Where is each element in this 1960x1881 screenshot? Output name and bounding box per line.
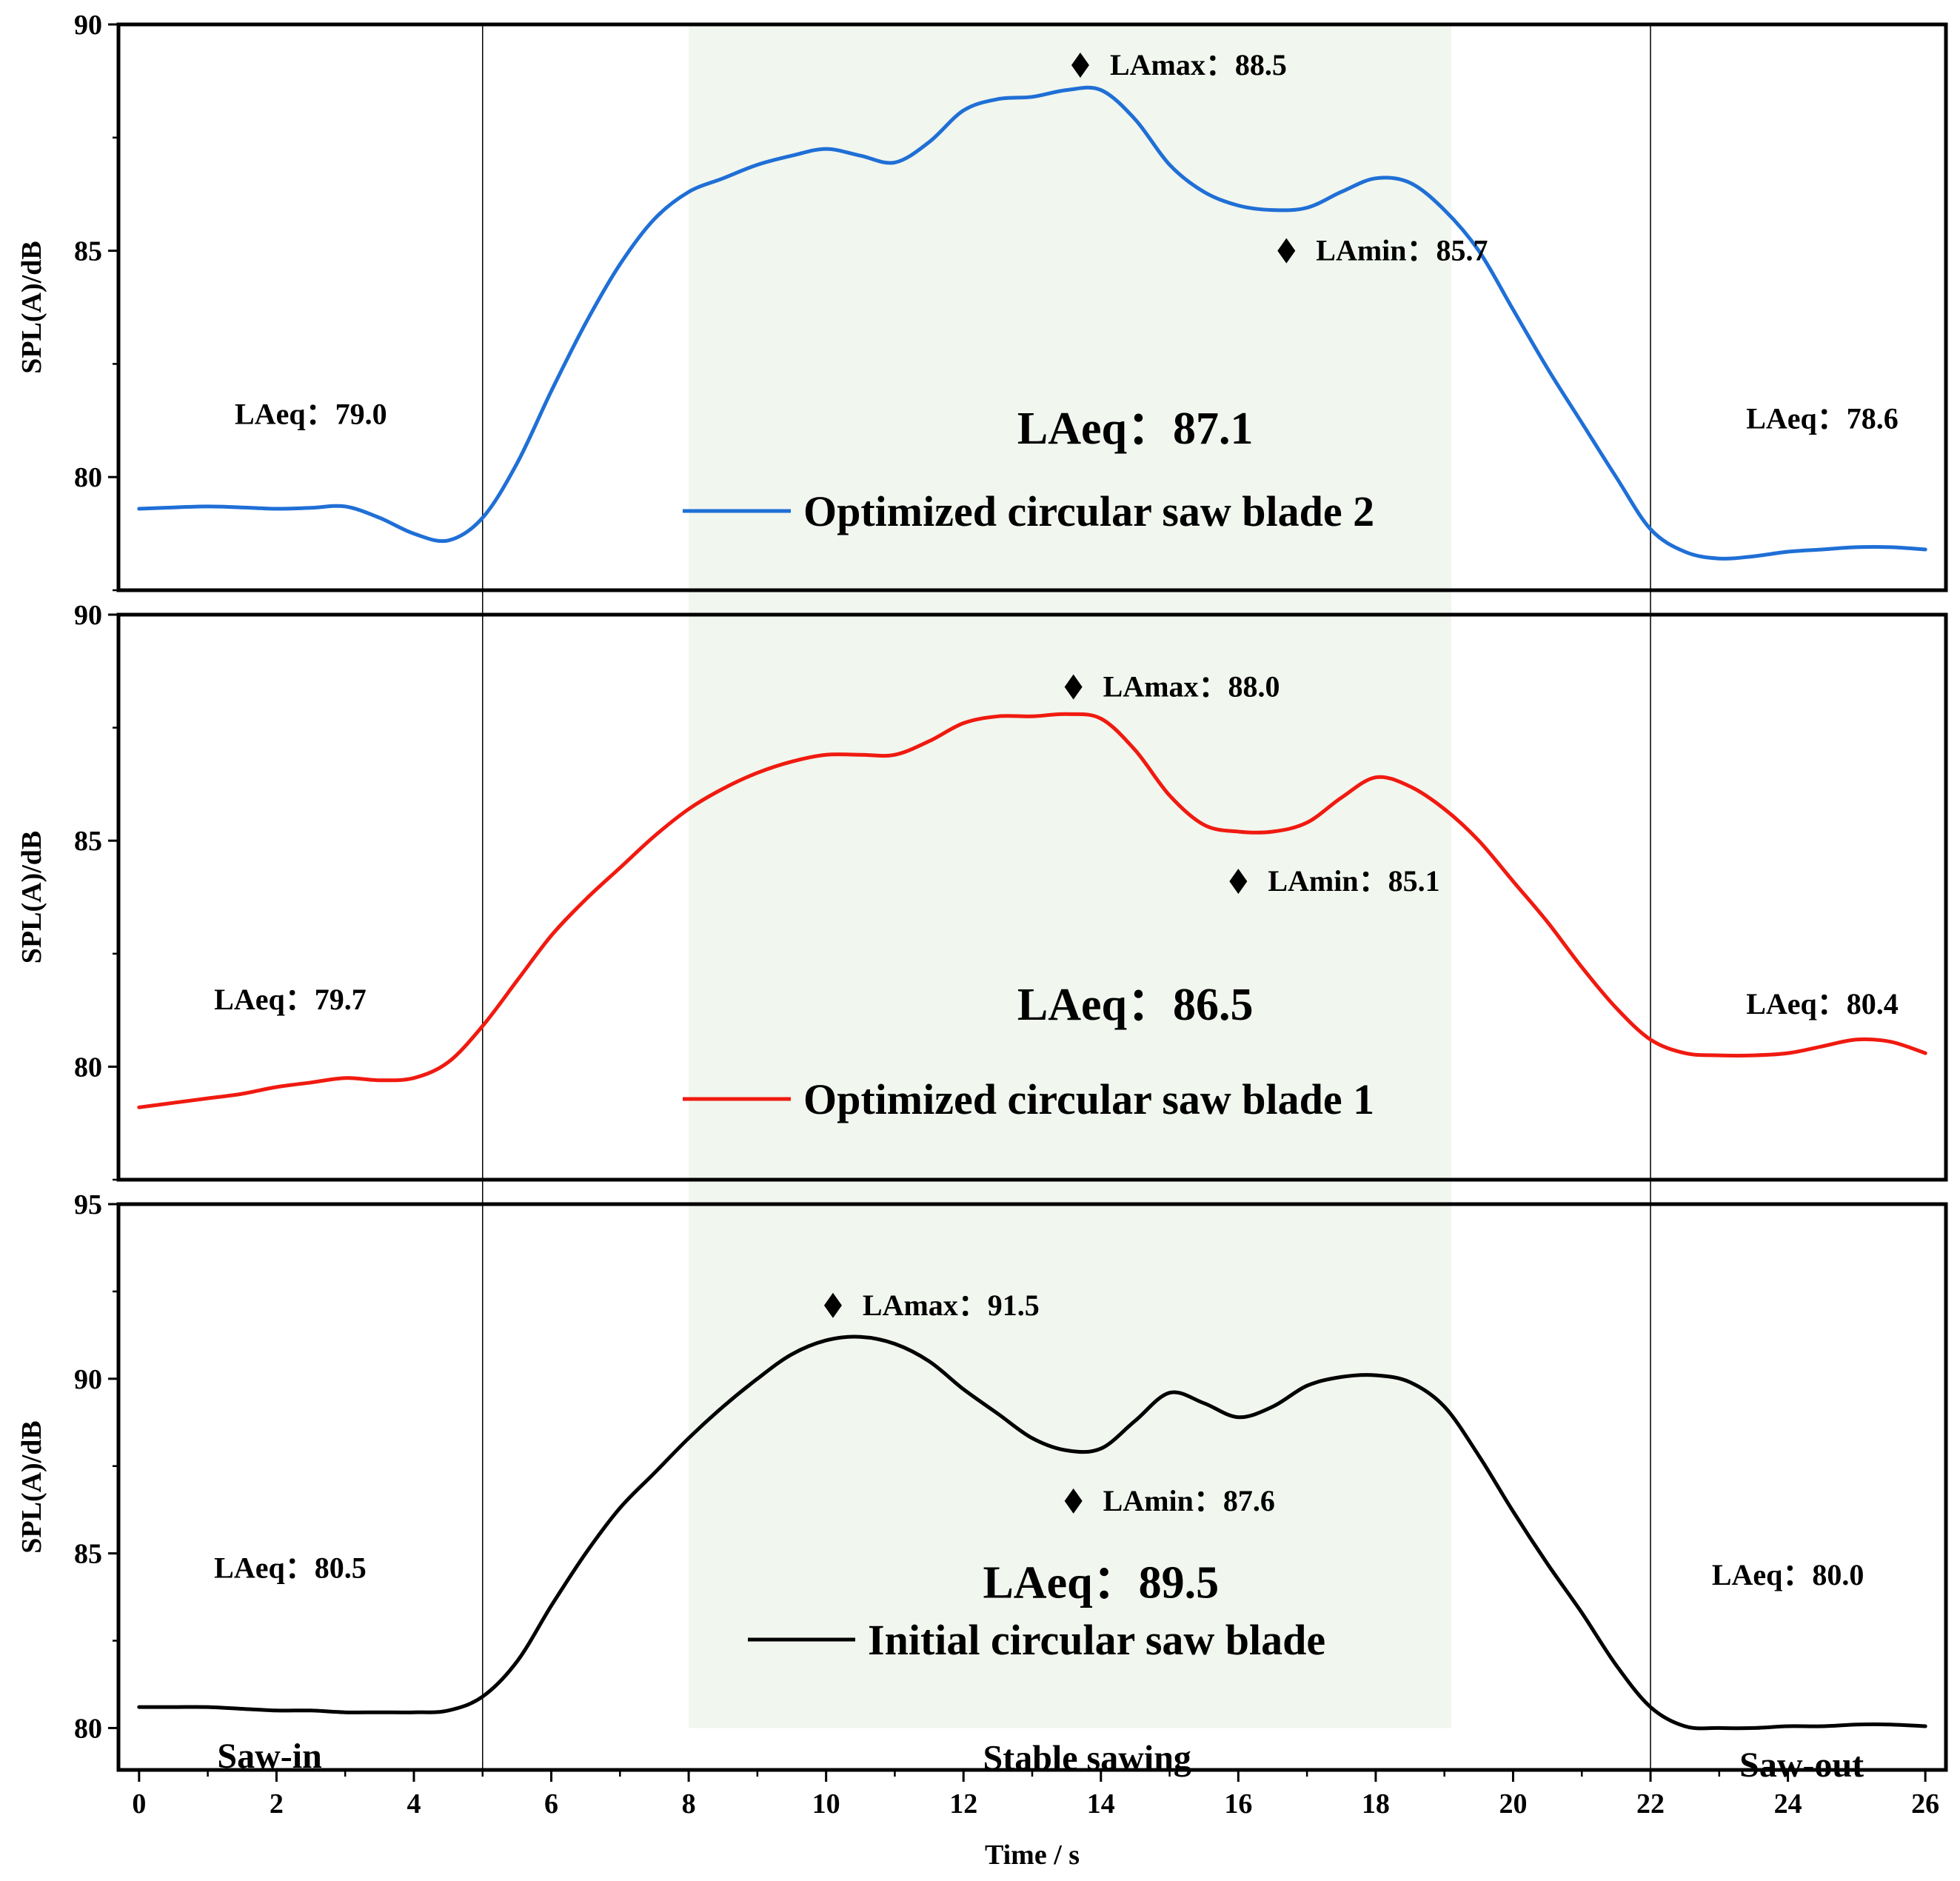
x-tick-label: 14: [1087, 1788, 1115, 1820]
lamax-marker: [1071, 53, 1089, 78]
panel-frame: [116, 22, 1948, 592]
stable-sawing-region: [689, 24, 1451, 1728]
x-axis-title: Time / s: [985, 1840, 1080, 1871]
laeq-stable-label: LAeq：89.5: [983, 1557, 1219, 1608]
laeq-saw-in-label: LAeq：80.5: [214, 1551, 367, 1584]
panel-1: 80 85 90 SPL(A)/dB LAmax：88.5 LAmin：85.7 LAeq：…: [16, 10, 1948, 592]
phase-label-2: Saw-out: [1739, 1745, 1864, 1785]
lamin-marker: [1229, 869, 1248, 895]
panel-frame: [116, 612, 1948, 1182]
lamax-label: LAmax：91.5: [863, 1289, 1040, 1322]
x-tick-label: 4: [407, 1788, 421, 1820]
lamin-marker: [1277, 238, 1296, 264]
y-axis-title: SPL(A)/dB: [16, 1420, 47, 1553]
series-line: [137, 85, 1927, 561]
lamin-label: LAmin：85.7: [1316, 234, 1488, 267]
laeq-stable-label: LAeq：86.5: [1017, 980, 1254, 1030]
y-tick-label: 90: [74, 600, 102, 631]
laeq-stable-label: LAeq：87.1: [1017, 404, 1254, 454]
laeq-saw-out-label: LAeq：80.4: [1746, 987, 1899, 1020]
legend-label: Optimized circular saw blade 1: [803, 1075, 1374, 1123]
series-line: [137, 1334, 1927, 1731]
x-tick-label: 10: [812, 1788, 840, 1820]
x-tick-label: 26: [1911, 1788, 1939, 1820]
y-tick-label: 95: [74, 1189, 102, 1220]
legend-label: Optimized circular saw blade 2: [803, 487, 1374, 535]
laeq-saw-in-label: LAeq：79.0: [235, 398, 387, 431]
lamin-label: LAmin：87.6: [1103, 1484, 1275, 1517]
y-tick-label: 90: [74, 1364, 102, 1395]
legend-label: Initial circular saw blade: [868, 1616, 1325, 1664]
y-tick-label: 80: [74, 462, 102, 493]
x-tick-label: 6: [544, 1788, 558, 1820]
lamin-label: LAmin：85.1: [1268, 864, 1439, 898]
x-tick-label: 16: [1224, 1788, 1252, 1820]
panel-3: 80 85 90 95 SPL(A)/dB LAmax：91.5 LAmin：87.6 LAe…: [16, 1189, 1948, 1772]
lamax-marker: [1064, 674, 1083, 700]
laeq-saw-out-label: LAeq：80.0: [1712, 1558, 1864, 1591]
series-line: [137, 712, 1927, 1109]
x-tick-label: 24: [1774, 1788, 1802, 1820]
y-tick-label: 90: [74, 10, 102, 41]
x-tick-label: 22: [1636, 1788, 1665, 1820]
y-tick-label: 85: [74, 236, 102, 267]
y-axis-title: SPL(A)/dB: [16, 831, 47, 963]
x-tick-label: 20: [1499, 1788, 1527, 1820]
phase-label-0: Saw-in: [217, 1737, 321, 1776]
lamax-label: LAmax：88.5: [1110, 48, 1287, 81]
laeq-saw-in-label: LAeq：79.7: [214, 983, 367, 1016]
y-tick-label: 85: [74, 1539, 102, 1570]
x-tick-label: 2: [270, 1788, 284, 1820]
x-tick-label: 12: [949, 1788, 977, 1820]
y-tick-label: 80: [74, 1052, 102, 1083]
y-tick-label: 80: [74, 1713, 102, 1744]
laeq-saw-out-label: LAeq：78.6: [1746, 402, 1899, 435]
x-tick-label: 0: [132, 1788, 146, 1820]
y-tick-label: 85: [74, 826, 102, 857]
x-tick-label: 8: [682, 1788, 696, 1820]
lamin-marker: [1064, 1488, 1083, 1514]
panel-2: 80 85 90 SPL(A)/dB LAmax：88.0 LAmin：85.1 LAeq：…: [16, 600, 1948, 1182]
lamax-marker: [823, 1292, 842, 1318]
phase-label-1: Stable sawing: [983, 1738, 1191, 1777]
lamax-label: LAmax：88.0: [1103, 670, 1280, 704]
x-tick-label: 18: [1362, 1788, 1390, 1820]
y-axis-title: SPL(A)/dB: [16, 241, 47, 373]
